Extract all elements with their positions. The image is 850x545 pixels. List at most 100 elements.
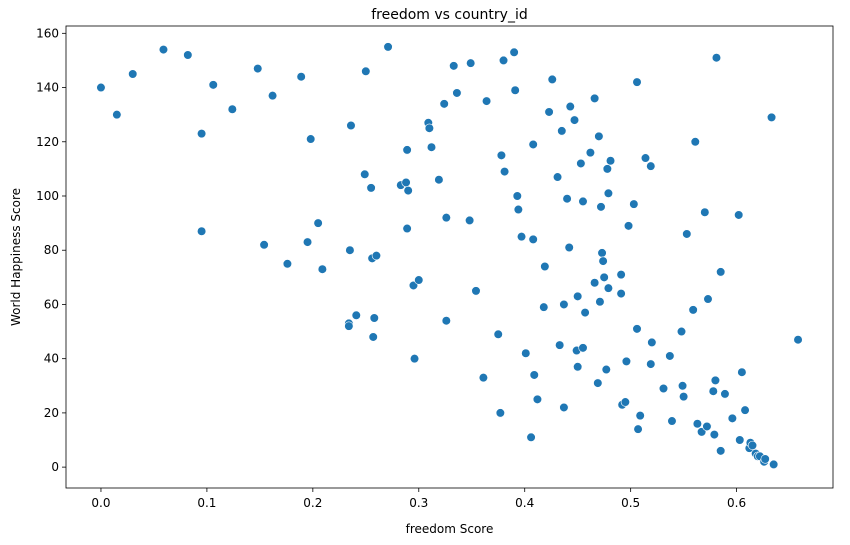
data-point <box>578 196 588 207</box>
data-point <box>402 223 412 234</box>
data-point <box>441 316 451 326</box>
data-point <box>197 129 207 139</box>
data-point <box>599 272 609 282</box>
data-point <box>302 237 313 247</box>
data-point <box>540 261 550 272</box>
data-point <box>361 66 371 76</box>
data-point <box>521 348 531 358</box>
data-point <box>441 213 451 223</box>
data-point <box>368 332 378 342</box>
data-point <box>369 313 379 323</box>
data-point <box>512 191 522 201</box>
data-point <box>478 373 489 383</box>
data-point <box>658 383 669 394</box>
data-point <box>366 183 376 193</box>
x-tick-label: 0.4 <box>515 496 534 510</box>
data-point <box>703 294 713 304</box>
y-axis: 0 20 40 60 80 100 120 140 160 <box>36 26 66 474</box>
y-tick-label: 140 <box>36 81 59 95</box>
data-point <box>616 289 626 299</box>
data-point <box>716 267 726 277</box>
data-point <box>227 104 237 114</box>
data-point <box>493 329 503 339</box>
data-point <box>702 421 712 432</box>
data-point <box>596 202 606 212</box>
data-point <box>552 172 563 182</box>
data-point <box>197 226 207 236</box>
data-point <box>539 302 549 312</box>
plot-frame <box>65 25 834 489</box>
data-point <box>526 432 536 442</box>
data-point <box>716 446 726 456</box>
data-point <box>465 215 475 225</box>
data-point <box>495 408 505 418</box>
data-point <box>620 397 630 407</box>
data-point <box>677 381 688 391</box>
x-tick-label: 0.2 <box>303 496 322 510</box>
data-point <box>449 61 459 71</box>
y-tick-label: 20 <box>44 406 59 420</box>
y-tick-label: 120 <box>36 135 59 149</box>
data-point <box>253 63 263 74</box>
data-point <box>760 454 770 464</box>
data-point <box>259 240 269 250</box>
data-point <box>559 402 569 413</box>
data-point <box>598 256 608 266</box>
data-point <box>690 137 700 147</box>
data-point <box>528 234 538 244</box>
data-point <box>688 305 698 315</box>
data-point <box>679 392 689 402</box>
data-point <box>564 242 574 253</box>
data-point <box>708 386 718 396</box>
data-point <box>573 291 583 301</box>
data-point <box>580 307 590 318</box>
data-point <box>510 85 520 95</box>
data-point <box>595 297 605 307</box>
data-point <box>426 142 437 152</box>
y-tick-label: 80 <box>44 243 59 257</box>
x-tick-label: 0.0 <box>91 496 110 510</box>
data-point <box>306 134 316 144</box>
x-tick-label: 0.6 <box>727 496 746 510</box>
data-point <box>547 74 557 85</box>
data-point <box>351 310 361 320</box>
data-point <box>682 229 692 239</box>
data-point <box>585 148 595 158</box>
data-point <box>594 131 604 141</box>
data-point <box>565 101 575 112</box>
data-point <box>562 194 572 204</box>
data-point <box>471 286 481 296</box>
x-tick-label: 0.5 <box>621 496 640 510</box>
x-axis: 0.0 0.1 0.2 0.3 0.4 0.5 0.6 <box>91 488 746 510</box>
data-point <box>605 156 616 166</box>
data-point <box>646 161 656 171</box>
data-point <box>700 207 710 217</box>
data-point <box>452 88 462 98</box>
data-point <box>402 145 412 155</box>
data-point <box>466 58 476 68</box>
data-point <box>383 42 393 52</box>
data-point <box>296 72 306 82</box>
y-axis-label: World Happiness Score <box>9 188 23 326</box>
data-point <box>590 278 600 288</box>
data-point <box>640 153 651 163</box>
data-points <box>96 42 803 470</box>
data-point <box>710 375 721 385</box>
data-point <box>734 210 744 220</box>
data-point <box>692 419 702 429</box>
data-point <box>593 378 603 388</box>
data-point <box>183 50 193 60</box>
data-point <box>616 270 626 280</box>
data-point <box>481 96 492 106</box>
data-point <box>720 389 730 399</box>
data-point <box>509 47 519 57</box>
data-point <box>282 259 293 269</box>
data-point <box>793 335 803 345</box>
chart-title: freedom vs country_id <box>371 7 528 23</box>
data-point <box>346 120 356 131</box>
data-point <box>544 107 554 117</box>
data-point <box>498 55 509 66</box>
data-point <box>711 53 722 63</box>
data-point <box>557 126 567 136</box>
